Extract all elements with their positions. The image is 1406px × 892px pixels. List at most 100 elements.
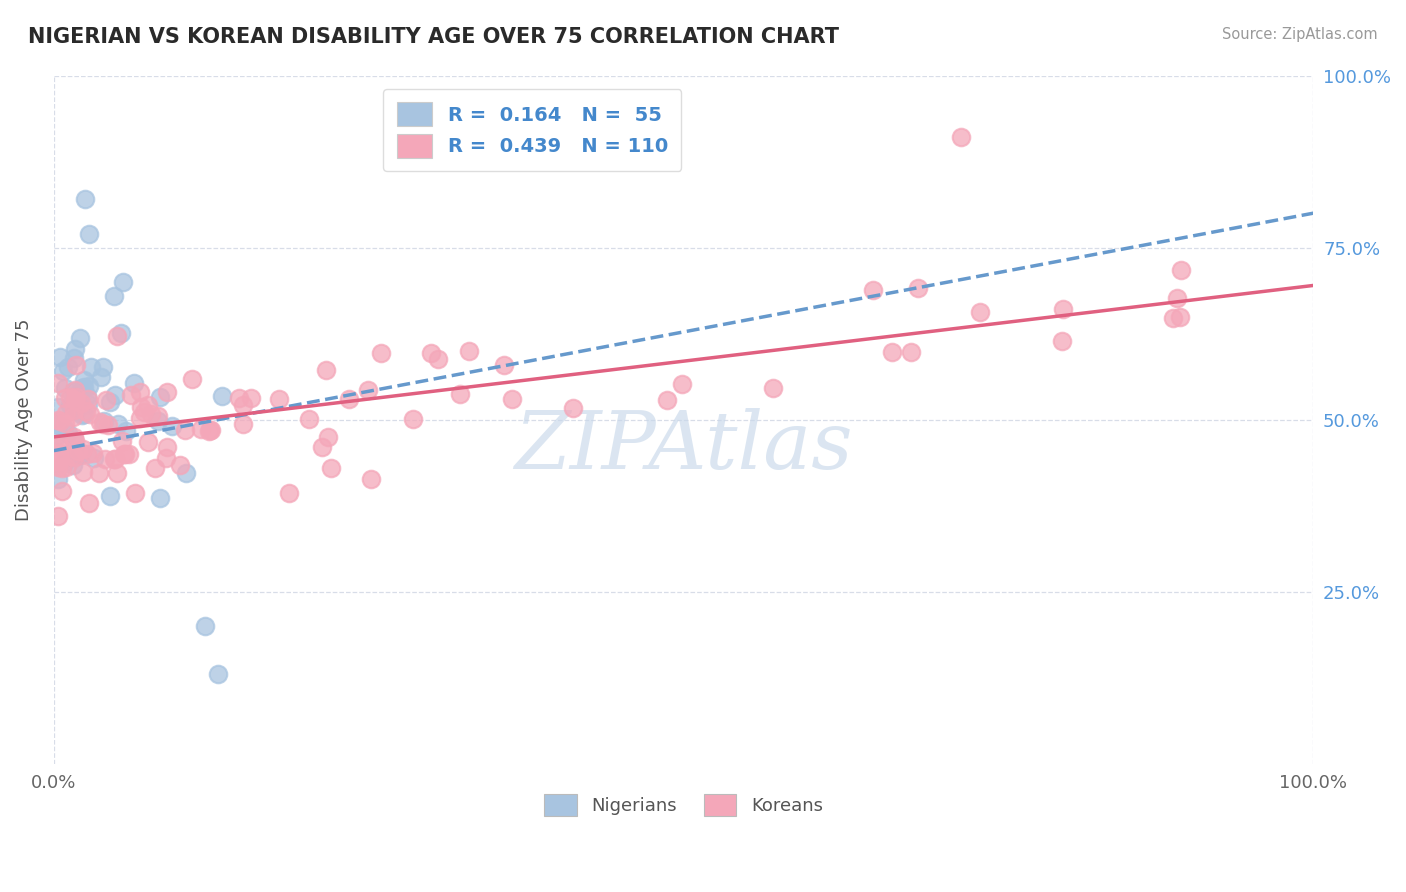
Point	[63, 351, 86, 365]
Point	[655, 392, 678, 407]
Point	[97, 417, 120, 432]
Point	[357, 383, 380, 397]
Point	[118, 447, 141, 461]
Point	[53, 417, 76, 431]
Point	[49, 414, 72, 428]
Point	[198, 425, 221, 439]
Point	[900, 345, 922, 359]
Point	[93, 414, 115, 428]
Point	[70, 446, 93, 460]
Point	[143, 460, 166, 475]
Text: Source: ZipAtlas.com: Source: ZipAtlas.com	[1222, 27, 1378, 42]
Point	[53, 381, 76, 395]
Point	[48, 446, 70, 460]
Point	[156, 385, 179, 400]
Point	[114, 424, 136, 438]
Point	[907, 281, 929, 295]
Point	[89, 466, 111, 480]
Point	[190, 421, 212, 435]
Point	[91, 360, 114, 375]
Point	[70, 381, 93, 395]
Point	[111, 434, 134, 448]
Point	[112, 447, 135, 461]
Point	[69, 396, 91, 410]
Point	[49, 350, 72, 364]
Point	[105, 328, 128, 343]
Point	[83, 451, 105, 466]
Point	[174, 423, 197, 437]
Point	[107, 417, 129, 432]
Point	[62, 458, 84, 472]
Point	[181, 372, 204, 386]
Point	[146, 409, 169, 424]
Point	[136, 398, 159, 412]
Point	[139, 407, 162, 421]
Point	[63, 392, 86, 407]
Point	[194, 619, 217, 633]
Point	[65, 358, 87, 372]
Text: NIGERIAN VS KOREAN DISABILITY AGE OVER 75 CORRELATION CHART: NIGERIAN VS KOREAN DISABILITY AGE OVER 7…	[28, 27, 839, 46]
Point	[120, 388, 142, 402]
Point	[449, 386, 471, 401]
Point	[1170, 262, 1192, 277]
Point	[319, 460, 342, 475]
Point	[48, 450, 70, 465]
Point	[77, 392, 100, 407]
Point	[79, 407, 101, 421]
Point	[46, 508, 69, 523]
Point	[104, 452, 127, 467]
Point	[501, 392, 523, 406]
Point	[69, 448, 91, 462]
Point	[73, 407, 96, 421]
Point	[132, 404, 155, 418]
Point	[1052, 302, 1074, 317]
Point	[59, 398, 82, 412]
Point	[63, 434, 86, 448]
Point	[48, 413, 70, 427]
Point	[51, 461, 73, 475]
Point	[174, 466, 197, 480]
Point	[561, 401, 583, 415]
Point	[880, 345, 903, 359]
Point	[1168, 310, 1191, 324]
Point	[278, 486, 301, 500]
Point	[48, 454, 70, 468]
Point	[58, 449, 80, 463]
Point	[76, 389, 98, 403]
Point	[311, 441, 333, 455]
Point	[53, 392, 76, 406]
Point	[46, 460, 69, 475]
Point	[72, 408, 94, 422]
Point	[75, 403, 97, 417]
Point	[671, 376, 693, 391]
Point	[232, 398, 254, 412]
Point	[122, 376, 145, 391]
Point	[52, 421, 75, 435]
Point	[211, 390, 233, 404]
Point	[112, 275, 135, 289]
Point	[53, 456, 76, 470]
Point	[114, 447, 136, 461]
Point	[46, 437, 69, 451]
Point	[267, 392, 290, 407]
Point	[370, 346, 392, 360]
Point	[63, 342, 86, 356]
Point	[104, 387, 127, 401]
Point	[1161, 311, 1184, 326]
Point	[77, 378, 100, 392]
Point	[228, 391, 250, 405]
Point	[63, 450, 86, 464]
Point	[66, 402, 89, 417]
Legend: Nigerians, Koreans: Nigerians, Koreans	[537, 787, 830, 823]
Point	[298, 412, 321, 426]
Point	[129, 384, 152, 399]
Point	[232, 417, 254, 431]
Point	[63, 402, 86, 417]
Point	[94, 393, 117, 408]
Point	[1166, 291, 1188, 305]
Point	[124, 485, 146, 500]
Point	[762, 381, 785, 395]
Point	[458, 343, 481, 358]
Point	[46, 439, 69, 453]
Point	[56, 425, 79, 440]
